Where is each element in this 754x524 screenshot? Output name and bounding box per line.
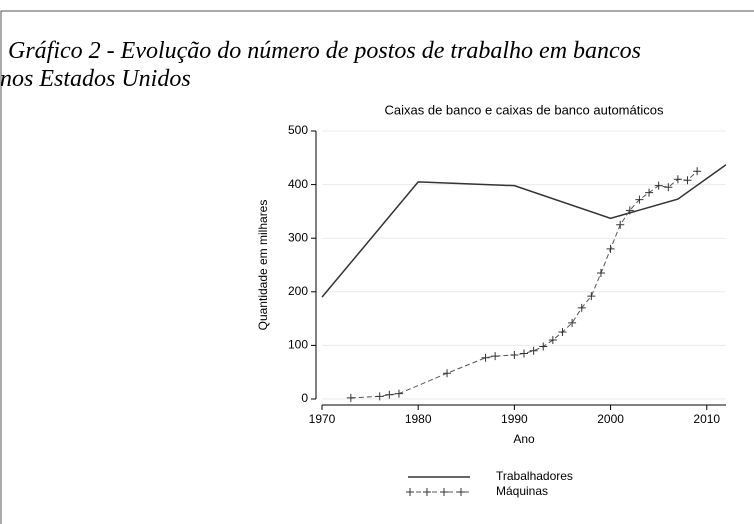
plus-marker [635, 195, 644, 204]
x-tick-label: 2000 [597, 412, 624, 426]
plus-marker [654, 181, 663, 190]
legend-swatch [423, 488, 431, 496]
legend-swatch [457, 488, 465, 496]
plus-marker [645, 188, 654, 197]
plus-marker [558, 328, 567, 336]
plus-marker [510, 351, 519, 360]
chart-subtitle: Caixas de banco e caixas de banco automá… [385, 102, 664, 117]
plus-marker [385, 390, 394, 399]
plus-marker [616, 220, 625, 229]
x-tick-label: 1970 [309, 412, 336, 426]
series-line [321, 164, 727, 298]
chart-title: Gráfico 2 - Evolução do número de postos… [0, 38, 641, 92]
plus-marker [346, 393, 355, 402]
series-line [350, 170, 698, 399]
plus-marker [481, 353, 490, 362]
y-tick-label: 500 [288, 123, 308, 137]
legend-swatch [406, 488, 414, 496]
plus-marker [548, 336, 557, 345]
plus-marker [587, 292, 596, 301]
legend-label: Trabalhadores [496, 469, 573, 483]
plus-marker [606, 244, 615, 253]
plus-marker [520, 349, 528, 358]
y-axis-label: Quantidade em milhares [256, 200, 270, 331]
x-axis-label: Ano [513, 432, 535, 446]
y-tick-label: 200 [288, 284, 308, 298]
plus-marker [625, 206, 634, 215]
x-tick-label: 2010 [693, 412, 720, 426]
y-tick-label: 0 [301, 391, 308, 405]
y-tick-label: 400 [288, 177, 308, 191]
plus-marker [683, 176, 692, 185]
plus-marker [539, 342, 548, 351]
plus-marker [491, 352, 500, 361]
plus-marker [568, 318, 577, 327]
x-tick-label: 1990 [501, 412, 528, 426]
y-tick-label: 300 [288, 230, 308, 244]
y-tick-label: 100 [288, 338, 308, 352]
plus-marker [529, 346, 538, 355]
plus-marker [673, 175, 682, 184]
plus-marker [394, 389, 403, 398]
plus-marker [443, 369, 452, 378]
plus-marker [664, 183, 673, 192]
x-tick-label: 1980 [405, 412, 432, 426]
plus-marker [693, 167, 702, 176]
frame [0, 10, 754, 524]
legend-label: Máquinas [496, 484, 548, 498]
legend-swatch [440, 488, 448, 496]
plus-marker [577, 303, 586, 312]
plus-marker [596, 269, 605, 278]
plus-marker [375, 392, 384, 401]
